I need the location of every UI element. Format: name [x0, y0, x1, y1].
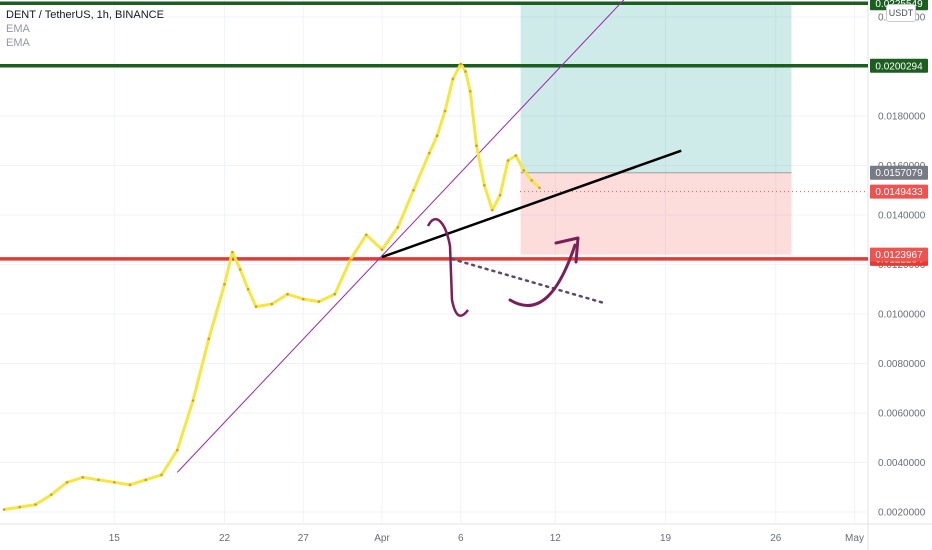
ema-point [464, 70, 467, 73]
x-tick-label: Apr [374, 533, 390, 544]
arrow-head-icon [554, 236, 580, 264]
ema-point [514, 154, 518, 157]
ema-point [530, 179, 533, 182]
ema-point [538, 186, 541, 190]
stop-price-badge-bg [870, 247, 928, 262]
level-badge-bg [870, 58, 928, 73]
ema-point [270, 302, 274, 306]
ema-point [317, 300, 321, 303]
ema-point [97, 478, 100, 482]
ema-point [160, 473, 163, 477]
indicator-ema-1[interactable]: EMA [6, 23, 30, 35]
ema-point [175, 448, 179, 452]
time-axis[interactable]: 15 22 27 Apr 6 12 19 26 May [109, 533, 864, 544]
ema-point [451, 77, 455, 81]
annotations [426, 218, 606, 317]
ema-point [65, 481, 69, 484]
x-tick-label: May [845, 533, 864, 544]
ema-series [2, 62, 541, 511]
ema-point [412, 188, 415, 192]
y-tick-label: 0.0020000 [878, 508, 926, 519]
x-tick-label: 26 [770, 533, 782, 544]
y-tick-label: 0.0080000 [878, 359, 926, 370]
x-tick-label: 19 [660, 533, 672, 544]
ema-point [81, 476, 85, 479]
ema-point [128, 483, 132, 487]
y-tick-label: 0.0140000 [878, 211, 926, 222]
ema-point [301, 297, 305, 301]
chart-legend: DENT / TetherUS, 1h, BINANCE EMA EMA [6, 8, 164, 50]
ema-point [49, 493, 53, 496]
profit-zone[interactable] [520, 3, 792, 173]
ema-point [246, 287, 250, 291]
ema-point [490, 208, 494, 212]
currency-unit-button[interactable]: USDT [886, 4, 916, 22]
trendlines[interactable] [176, 0, 799, 473]
entry-price-badge: 0.0157079 [875, 168, 923, 179]
dotted-resistance [450, 257, 606, 305]
ema-point [468, 89, 472, 93]
x-tick-label: 27 [298, 533, 310, 544]
last-price-badge-bg [870, 184, 928, 199]
ema-point [231, 250, 234, 254]
ema-point [475, 144, 478, 147]
ema-point [483, 184, 486, 187]
last-price-badge: 0.0149433 [875, 187, 923, 198]
price-badges: 0.02255490.02255490.02002940.01222840.01… [870, 0, 928, 266]
drawn-dip-curve [426, 218, 469, 317]
ema-point [34, 503, 37, 506]
ema-point [498, 193, 502, 197]
stop-price-badge: 0.0123967 [875, 250, 923, 261]
ema-point [522, 169, 526, 172]
ema-point [254, 305, 258, 308]
ema-point [333, 292, 337, 296]
ema-point [443, 109, 447, 113]
x-tick-label: 12 [550, 533, 562, 544]
ema-point [459, 62, 463, 66]
ema-point [223, 283, 226, 286]
symbol-line[interactable]: DENT / TetherUS, 1h, BINANCE [6, 9, 164, 21]
horizontal-levels[interactable] [0, 1, 868, 261]
ema-point [286, 292, 289, 296]
ema-point [506, 159, 510, 162]
y-tick-label: 0.0180000 [878, 112, 926, 123]
y-tick-label: 0.0060000 [878, 409, 926, 420]
ema-point [396, 226, 400, 229]
x-tick-label: 6 [458, 533, 464, 544]
ema-point [207, 337, 211, 341]
indicator-ema-2[interactable]: EMA [6, 37, 30, 49]
diagonal-trendline[interactable] [176, 0, 799, 473]
x-tick-label: 15 [109, 533, 121, 544]
ema-point [435, 134, 439, 138]
level-badge: 0.0200294 [875, 61, 923, 72]
ema-point [364, 233, 368, 237]
entry-price-badge-bg [870, 165, 928, 180]
ema-point [18, 505, 22, 509]
y-tick-label: 0.0100000 [878, 310, 926, 321]
ema-point [112, 481, 116, 484]
ema-point [238, 268, 242, 271]
x-tick-label: 22 [219, 533, 231, 544]
forecast-arrow [508, 243, 577, 307]
ema-point [349, 258, 352, 261]
ema-point [144, 478, 148, 482]
y-tick-label: 0.0040000 [878, 458, 926, 469]
support-trendline[interactable] [381, 149, 682, 259]
ema-line [3, 62, 541, 511]
ema-point [427, 151, 431, 155]
ema-point [380, 248, 384, 251]
ema-point [2, 508, 6, 511]
position-zones[interactable] [520, 3, 792, 255]
ema-point [191, 399, 195, 402]
